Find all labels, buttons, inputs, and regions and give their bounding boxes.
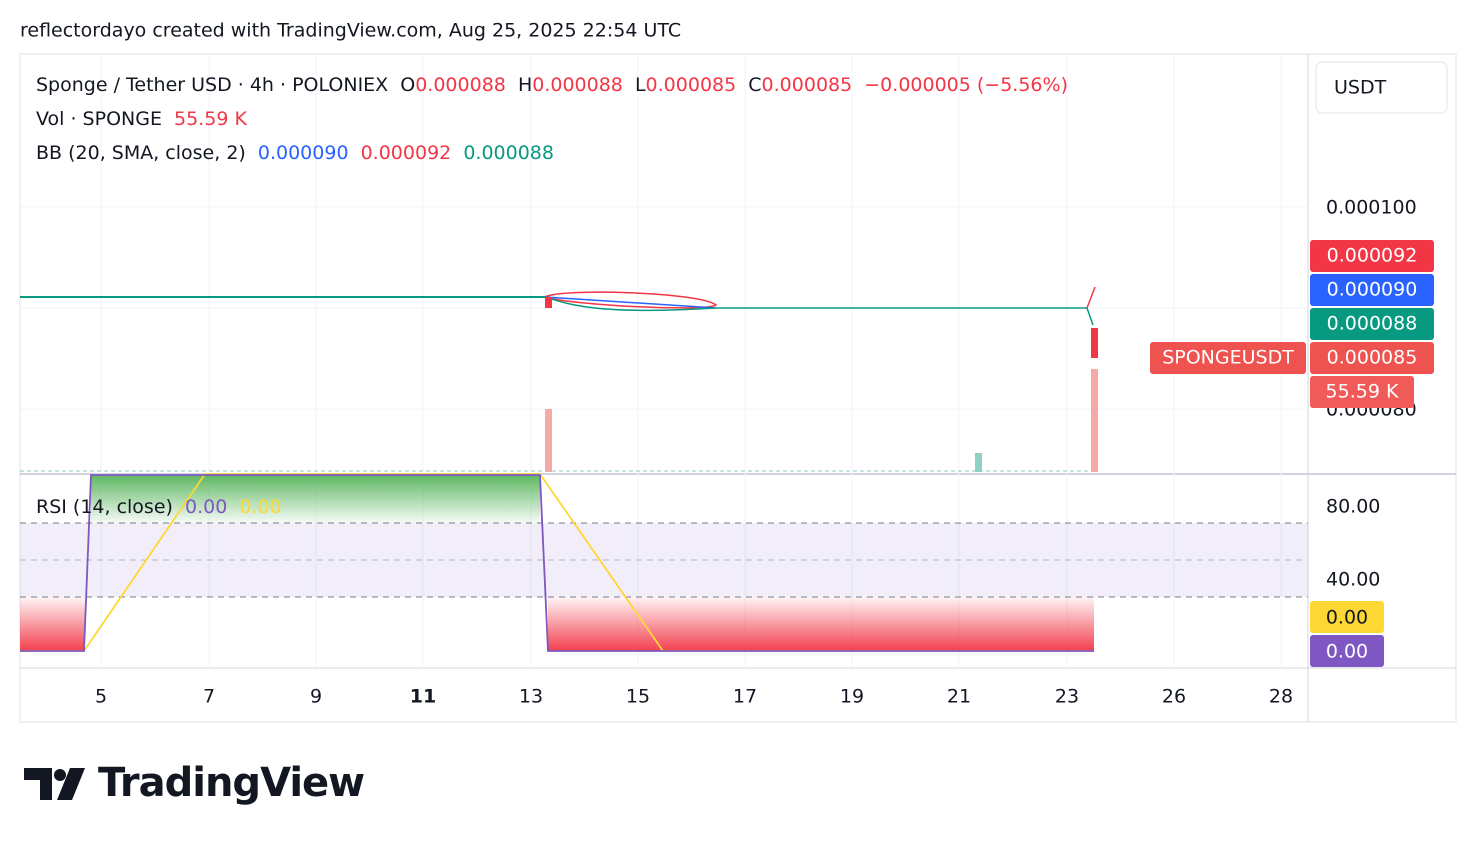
time-tick-label: 11: [410, 686, 436, 708]
logo: TradingView: [24, 760, 365, 806]
volume-label: Vol · SPONGE: [36, 108, 162, 130]
rsi-tick-label: 80.00: [1326, 496, 1380, 518]
time-tick-label: 15: [626, 686, 650, 708]
rsi-oversold-fill: [548, 597, 1094, 651]
rsi-label: RSI (14, close): [36, 496, 173, 518]
time-tick-label: 17: [733, 686, 757, 708]
bb-upper: 0.000092: [361, 142, 452, 164]
time-tick-label: 26: [1162, 686, 1186, 708]
close-label: C: [748, 74, 761, 96]
open-label: O: [400, 74, 415, 96]
low: 0.000085: [646, 74, 737, 96]
rsi-badge: 0.00: [1326, 641, 1368, 663]
price-pane: [20, 286, 1098, 472]
time-tick-label: 28: [1269, 686, 1293, 708]
rsi-ma-badge-bg: [1310, 601, 1384, 633]
time-tick-label: 19: [840, 686, 864, 708]
candle: [1091, 328, 1098, 358]
symbol-badge: SPONGEUSDT: [1162, 347, 1294, 369]
rsi-badge-bg: [1310, 635, 1384, 667]
rsi-tick-label: 40.00: [1326, 569, 1380, 591]
legend-rsi: RSI (14, close) 0.00 0.00: [36, 496, 282, 518]
rsi-line: [20, 474, 1094, 652]
legend-volume: Vol · SPONGE 55.59 K: [36, 108, 247, 130]
time-axis: 5 7 9 11 13 15 17 19 21 23 26 28: [95, 686, 1293, 708]
bb-basis: [544, 296, 717, 309]
time-tick-label: 7: [203, 686, 215, 708]
time-tick-label: 13: [519, 686, 543, 708]
bb-basis-badge: 0.000090: [1327, 279, 1418, 301]
symbol: Sponge / Tether USD · 4h · POLONIEX: [36, 74, 388, 96]
volume: 55.59 K: [174, 108, 247, 130]
time-tick-label: 21: [947, 686, 971, 708]
time-tick-label: 9: [310, 686, 322, 708]
volume-badge: 55.59 K: [1326, 381, 1399, 403]
grid: [20, 54, 1308, 668]
bb-lower: 0.000088: [463, 142, 554, 164]
high: 0.000088: [532, 74, 623, 96]
low-label: L: [635, 74, 646, 96]
bb-lower: [544, 296, 717, 312]
bb-upper-badge: 0.000092: [1327, 245, 1418, 267]
attribution: reflectordayo created with TradingView.c…: [20, 20, 681, 42]
change: −0.000005 (−5.56%): [864, 74, 1068, 96]
rsi-ma-value: 0.00: [239, 496, 281, 518]
legend-ohlc: Sponge / Tether USD · 4h · POLONIEX O0.0…: [36, 74, 1068, 96]
currency-button[interactable]: [1315, 61, 1448, 114]
rsi-overbought-fill: [91, 475, 540, 523]
rsi-pane: [20, 473, 1308, 652]
volume-bar: [975, 453, 982, 472]
candle: [545, 297, 552, 308]
legend-bb: BB (20, SMA, close, 2) 0.000090 0.000092…: [36, 142, 554, 164]
bb-lower: [1086, 307, 1094, 326]
bb-upper: [544, 291, 718, 309]
rsi-oversold-fill: [20, 597, 85, 651]
volume-bar: [1091, 369, 1098, 472]
bb-upper: [1086, 286, 1096, 309]
bb-basis: 0.000090: [258, 142, 349, 164]
bb-lower-badge: 0.000088: [1327, 313, 1418, 335]
time-tick-label: 23: [1055, 686, 1079, 708]
price-tick-label: 0.000100: [1326, 197, 1417, 219]
volume-bar: [545, 409, 552, 472]
open: 0.000088: [415, 74, 506, 96]
price-badges: 0.000092 0.000090 0.000088 SPONGEUSDT 0.…: [1150, 240, 1434, 408]
rsi-value: 0.00: [185, 496, 227, 518]
logo-text: TradingView: [98, 760, 364, 806]
rsi-ma-badge: 0.00: [1326, 607, 1368, 629]
currency[interactable]: USDT: [1334, 77, 1387, 99]
time-tick-label: 5: [95, 686, 107, 708]
high-label: H: [518, 74, 532, 96]
bb-label: BB (20, SMA, close, 2): [36, 142, 246, 164]
chart-frame: [19, 53, 1457, 723]
close: 0.000085: [762, 74, 853, 96]
last-price-badge: 0.000085: [1327, 347, 1418, 369]
